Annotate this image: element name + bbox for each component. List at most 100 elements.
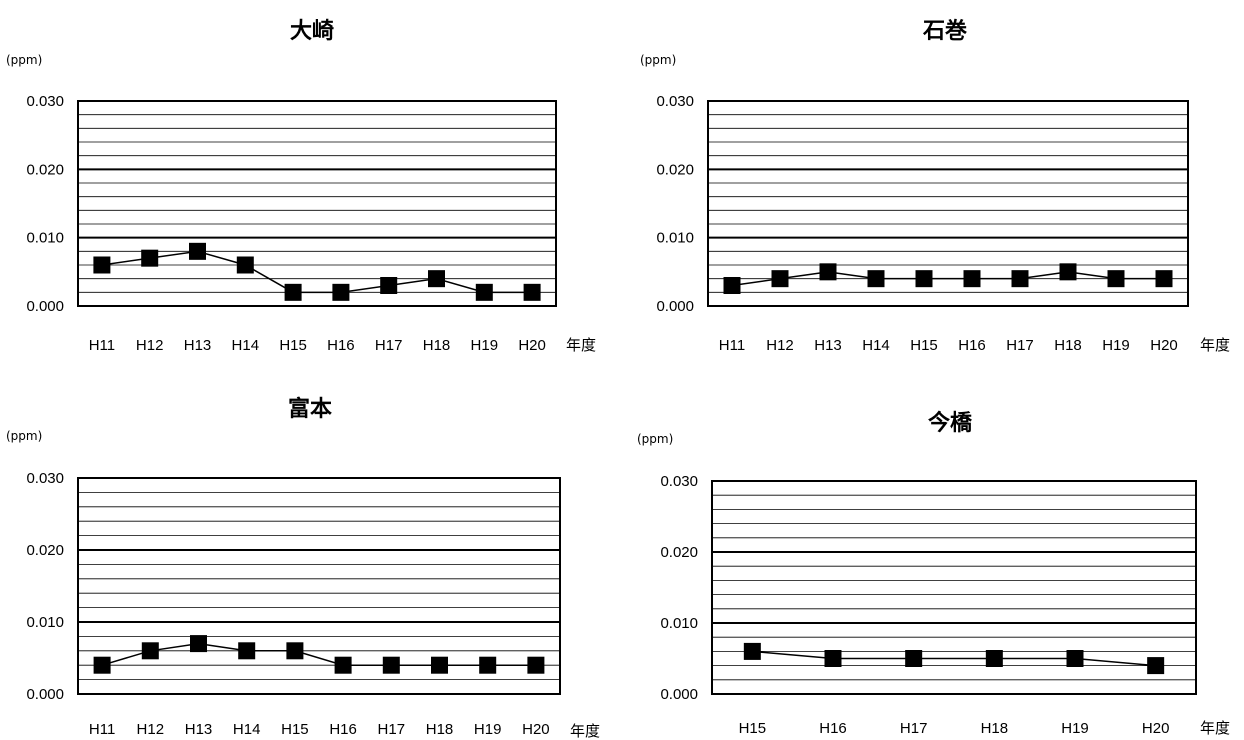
chart-ishinomaki: 石巻 (ppm) 年度 0.000 0.010 0.020 0.030 H11 H12 H1… [640,18,1230,354]
y-tick-label: 0.020 [656,161,694,178]
x-tick-label: H14 [232,337,260,354]
data-point [382,656,400,674]
data-point [189,242,206,260]
data-point [93,256,111,274]
plot-area: 0.000 0.010 0.020 0.030 H15 H16 H17 H18 H19 H20 [660,473,1197,737]
data-point [238,642,256,660]
plot-area: 0.000 0.010 0.020 0.030 H11 H12 H13 H14 H15 H16 H1… [26,93,557,354]
x-tick-label: H20 [1150,337,1178,354]
x-tick-label: H16 [819,720,847,737]
y-tick-label: 0.000 [656,298,694,315]
x-tick-label: H16 [329,721,357,738]
data-point [284,283,302,301]
plot-frame [707,100,1189,307]
y-tick-label: 0.020 [26,542,64,559]
chart-title: 大崎 [290,19,334,44]
x-tick-label: H18 [426,721,454,738]
data-point [723,277,741,294]
data-point [93,656,111,674]
x-tick-label: H15 [279,337,307,354]
x-tick-label: H17 [1006,337,1034,354]
x-tick-label: H14 [233,721,261,738]
x-axis-label: 年度 [1200,336,1230,354]
y-tick-label: 0.030 [26,93,64,110]
x-tick-label: H20 [518,337,546,354]
chart-title: 今橋 [928,410,973,436]
x-tick-label: H18 [1054,337,1082,354]
x-tick-label: H18 [423,337,451,354]
data-point [819,263,837,281]
x-tick-label: H15 [910,337,938,354]
y-tick-label: 0.030 [660,473,698,490]
data-point [915,270,933,288]
x-tick-label: H12 [136,337,164,354]
data-point [867,270,885,288]
y-tick-label: 0.030 [26,470,64,487]
data-point [1011,270,1029,288]
chart-tomimoto: 富本 (ppm) 年度 0.000 0.010 0.020 0.030 H11 H12 H1… [6,396,600,740]
x-tick-label: H20 [522,721,550,738]
y-tick-label: 0.010 [26,230,64,247]
data-point [905,650,923,667]
y-tick-label: 0.010 [656,230,694,247]
y-tick-label: 0.000 [660,686,698,703]
chart-imahashi: 今橋 (ppm) 年度 0.000 0.010 0.020 0.030 H15 H16 H1… [637,410,1230,737]
x-tick-label: H15 [281,721,309,738]
series-line [101,250,533,294]
x-axis-label: 年度 [570,722,600,740]
y-tick-label: 0.010 [660,615,698,632]
y-unit-label: (ppm) [6,429,42,443]
chart-title: 石巻 [922,18,967,44]
x-tick-label: H11 [719,337,745,354]
x-tick-label: H17 [375,337,403,354]
series-line [752,650,1156,667]
x-tick-label: H13 [184,337,212,354]
x-tick-label: H18 [981,720,1009,737]
data-point [523,283,541,301]
x-axis-label: 年度 [1200,719,1230,737]
data-point [332,283,350,301]
x-tick-label: H11 [89,337,115,354]
data-point [963,270,981,288]
x-tick-label: H11 [89,721,115,738]
x-tick-label: H19 [1061,720,1089,737]
y-tick-label: 0.000 [26,686,64,703]
data-point [1066,650,1084,667]
x-axis-label: 年度 [566,336,596,354]
x-tick-label: H15 [739,720,767,737]
data-point [428,270,445,288]
x-tick-label: H13 [185,721,213,738]
data-point [334,656,352,674]
data-point [1059,263,1077,281]
data-point [1147,657,1165,675]
data-point [1155,270,1173,288]
chart-osaki: 大崎 (ppm) 年度 0.000 0.010 0.020 0.030 H11 H12 H1… [6,19,596,354]
plot-frame [77,100,557,307]
x-tick-label: H16 [327,337,355,354]
x-tick-label: H12 [766,337,794,354]
x-tick-label: H19 [1102,337,1130,354]
plot-area: 0.000 0.010 0.020 0.030 H11 H12 H13 H14 H15 H16 H1… [656,93,1189,354]
plot-frame [711,480,1197,695]
y-tick-label: 0.000 [26,298,64,315]
data-point [771,270,789,288]
data-point [141,642,159,660]
data-point [475,283,493,301]
data-point [431,656,448,674]
y-unit-label: (ppm) [640,53,676,67]
y-tick-label: 0.020 [660,544,698,561]
y-unit-label: (ppm) [6,53,42,67]
x-tick-label: H20 [1142,720,1170,737]
y-tick-label: 0.030 [656,93,694,110]
x-tick-label: H19 [471,337,499,354]
y-unit-label: (ppm) [637,432,673,446]
data-point [479,656,497,674]
series-line [731,271,1164,287]
data-point [1107,270,1125,288]
data-point [824,650,842,667]
data-point [743,642,761,660]
data-point [141,249,159,267]
y-tick-label: 0.010 [26,614,64,631]
data-point [527,656,545,674]
